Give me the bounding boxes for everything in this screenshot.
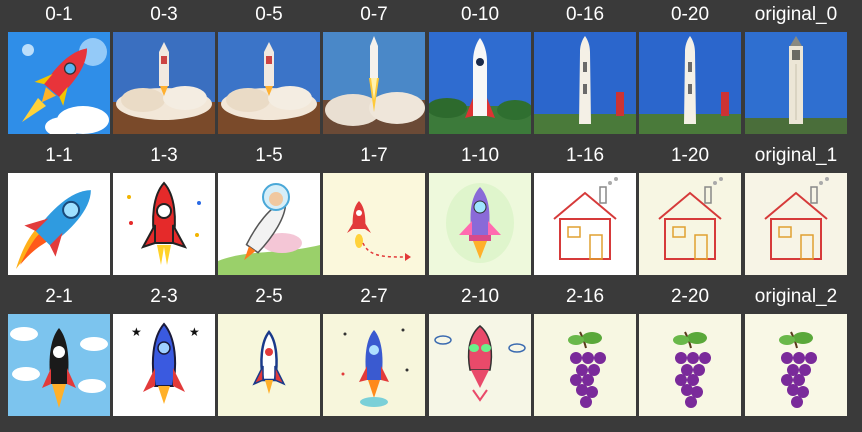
pink-rocket-clouds-icon <box>429 314 531 416</box>
rocket-launch-fire-icon <box>323 32 425 134</box>
cell-label: 2-16 <box>534 284 636 310</box>
cell-label: 1-1 <box>8 143 110 169</box>
cell-label: 1-7 <box>323 143 425 169</box>
cell-label: 0-20 <box>639 2 741 28</box>
house-doodle-icon <box>534 173 636 275</box>
cell-label: 0-5 <box>218 2 320 28</box>
cell-label: 1-3 <box>113 143 215 169</box>
svg-text:★: ★ <box>131 325 142 339</box>
cell-label: 1-5 <box>218 143 320 169</box>
blue-rocket-sparkles-icon <box>323 314 425 416</box>
rocket-clouds-icon <box>8 314 110 416</box>
grapes-icon <box>745 314 847 416</box>
cell-label: 1-16 <box>534 143 636 169</box>
cell-label: 1-20 <box>639 143 741 169</box>
tower-rocket-icon <box>534 32 636 134</box>
house-doodle-icon <box>745 173 847 275</box>
astronaut-rocket-icon <box>218 173 320 275</box>
cell-label: 2-10 <box>429 284 531 310</box>
pink-rocket-icon <box>429 173 531 275</box>
cell-label: 1-10 <box>429 143 531 169</box>
cell-label: 2-7 <box>323 284 425 310</box>
cartoon-rocket-sky-icon <box>8 32 110 134</box>
cell-label: original_1 <box>745 143 847 169</box>
cell-label: original_2 <box>745 284 847 310</box>
cell-label: 2-20 <box>639 284 741 310</box>
blue-rocket-stars-icon: ★ ★ <box>113 314 215 416</box>
cell-label: 2-1 <box>8 284 110 310</box>
house-doodle-icon <box>639 173 741 275</box>
cell-label: 0-3 <box>113 2 215 28</box>
blue-rocket-icon <box>218 314 320 416</box>
cell-label: original_0 <box>745 2 847 28</box>
campanile-tower-icon <box>745 32 847 134</box>
grapes-icon <box>534 314 636 416</box>
rocket-launch-smoke-icon <box>218 32 320 134</box>
cell-label: 2-3 <box>113 284 215 310</box>
red-rocket-icon <box>113 173 215 275</box>
cell-label: 2-5 <box>218 284 320 310</box>
cell-label: 0-16 <box>534 2 636 28</box>
cartoon-rocket-icon <box>8 173 110 275</box>
svg-text:★: ★ <box>189 325 200 339</box>
tower-rocket-icon <box>639 32 741 134</box>
cell-label: 0-1 <box>8 2 110 28</box>
rocket-launch-smoke-icon <box>113 32 215 134</box>
rocket-on-ground-icon <box>429 32 531 134</box>
grapes-icon <box>639 314 741 416</box>
cell-label: 0-10 <box>429 2 531 28</box>
small-rocket-trail-icon <box>323 173 425 275</box>
cell-label: 0-7 <box>323 2 425 28</box>
